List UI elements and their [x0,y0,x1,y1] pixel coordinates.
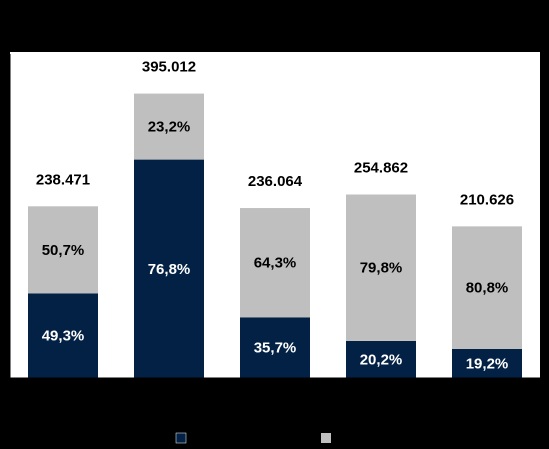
segment-label: 80,8% [466,280,509,297]
segment-label: 19,2% [466,355,509,372]
bar-segment [240,208,310,318]
bar-segment [134,159,204,378]
segment-label: 50,7% [42,242,85,259]
bar-segment [28,206,98,294]
total-label: 238.471 [36,171,90,188]
total-label: 254.862 [354,159,408,176]
bar-segment [452,226,522,349]
bar-segment [346,194,416,341]
segment-label: 20,2% [360,351,403,368]
bar-segment [346,340,416,378]
total-label: 395.012 [142,59,196,76]
segment-label: 79,8% [360,260,403,277]
bar-segment [134,93,204,160]
bar-segment [452,348,522,378]
total-label: 236.064 [248,173,303,190]
segment-label: 23,2% [148,119,191,136]
legend-swatch [321,433,331,443]
segment-label: 49,3% [42,328,85,345]
segment-label: 76,8% [148,261,191,278]
total-label: 210.626 [460,191,514,208]
bar-segment [28,293,98,378]
segment-label: 64,3% [254,255,297,272]
bar-segment [240,317,310,378]
segment-label: 35,7% [254,340,297,357]
legend-swatch [175,432,187,444]
